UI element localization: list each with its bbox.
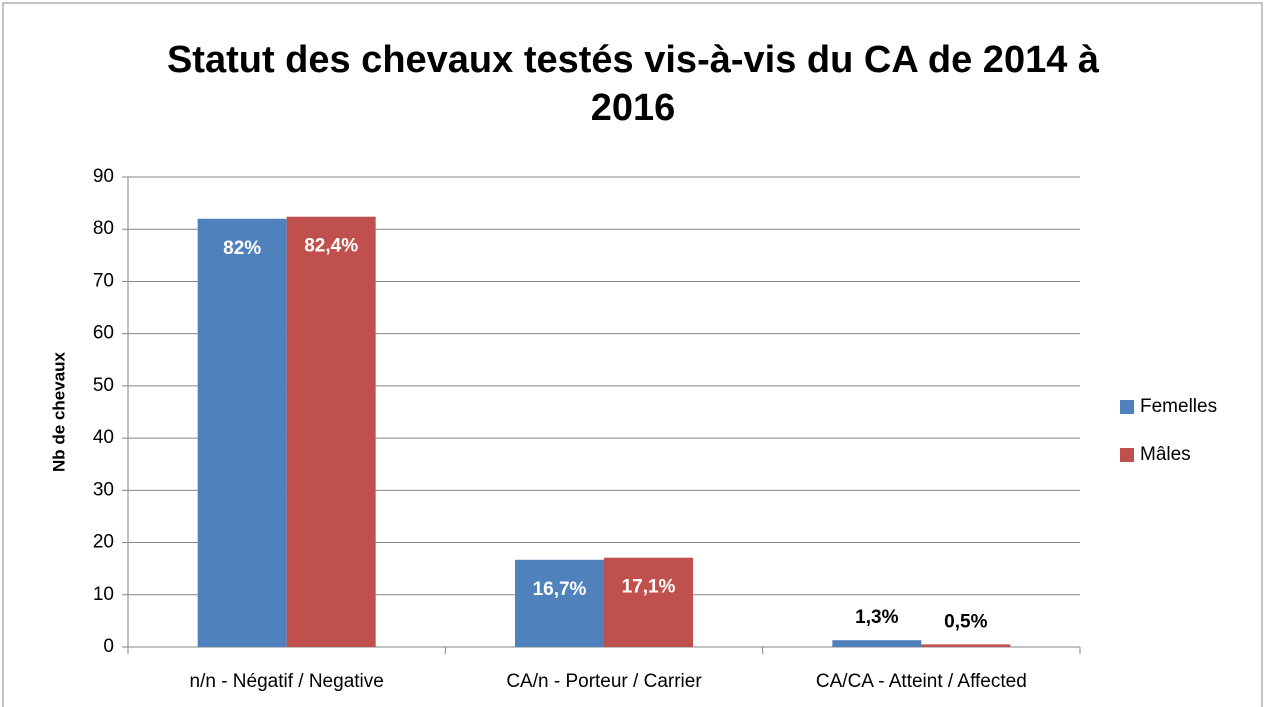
data-label: 16,7% [533, 579, 587, 600]
legend-label: Femelles [1140, 396, 1217, 417]
y-tick-label: 10 [93, 584, 114, 605]
bar [604, 557, 693, 647]
y-tick-label: 20 [93, 532, 114, 553]
data-label: 1,3% [855, 607, 898, 628]
bar [921, 644, 1011, 647]
x-tick-label: CA/CA - Atteint / Affected [816, 671, 1027, 692]
y-axis-label: Nb de chevaux [49, 351, 68, 472]
chart-title: Statut des chevaux testés vis-à-vis du C… [166, 39, 1100, 129]
data-label: 82% [223, 238, 261, 259]
data-label: 82,4% [304, 236, 358, 257]
data-label: 0,5% [944, 611, 987, 632]
bar [197, 218, 287, 647]
bar [515, 559, 604, 647]
y-tick-label: 90 [93, 166, 114, 187]
y-tick-label: 50 [93, 375, 114, 396]
legend-swatch [1120, 400, 1134, 414]
y-tick-label: 30 [93, 479, 114, 500]
y-tick-label: 80 [93, 218, 114, 239]
x-tick-label: n/n - Négatif / Negative [190, 671, 384, 692]
y-tick-label: 0 [103, 636, 114, 657]
bar [286, 216, 376, 647]
x-tick-label: CA/n - Porteur / Carrier [506, 671, 702, 692]
legend-label: Mâles [1140, 444, 1191, 465]
bar [832, 640, 922, 647]
y-tick-label: 70 [93, 270, 114, 291]
data-label: 17,1% [622, 577, 676, 598]
legend-swatch [1120, 448, 1134, 462]
y-tick-label: 60 [93, 323, 114, 344]
y-tick-label: 40 [93, 427, 114, 448]
